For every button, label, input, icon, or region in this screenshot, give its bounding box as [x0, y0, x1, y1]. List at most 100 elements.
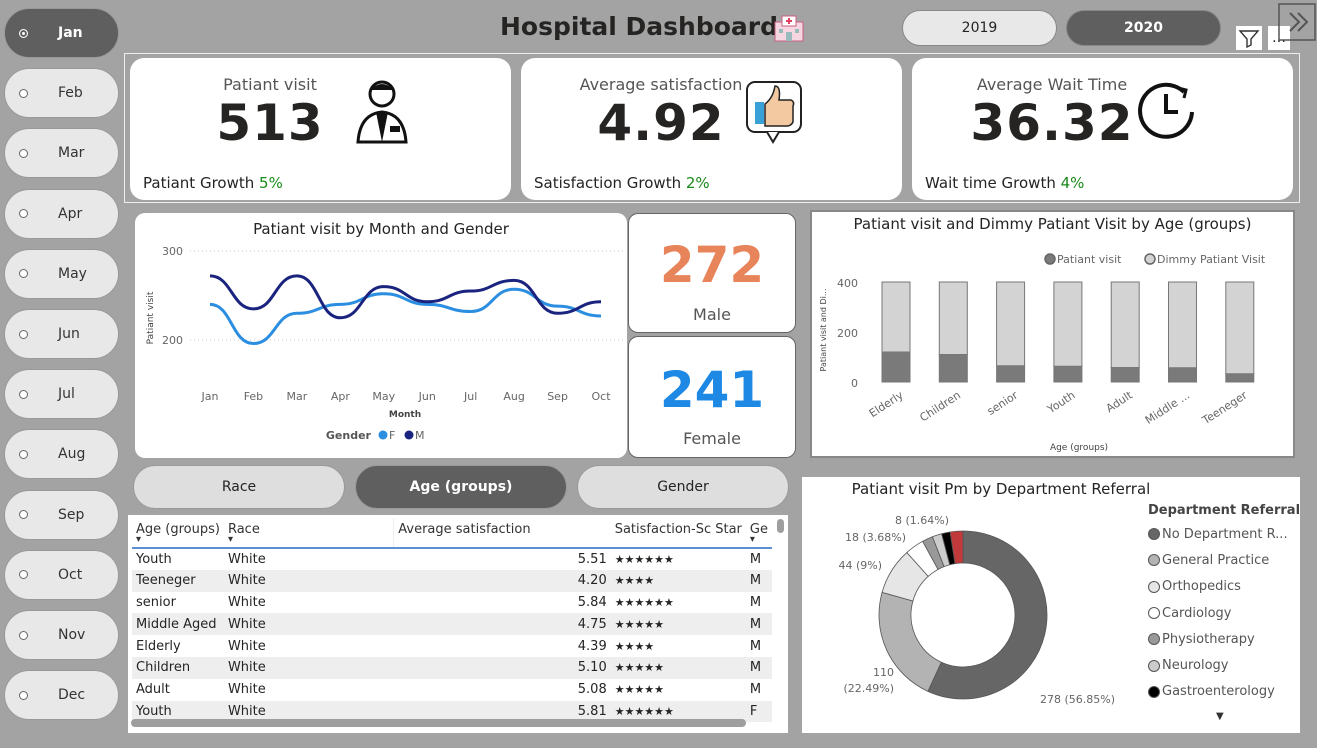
year-2020-button[interactable]: 2020 [1066, 10, 1221, 46]
legend-item[interactable]: General Practice [1148, 547, 1288, 573]
doctor-icon [356, 80, 408, 144]
month-label: Jan [58, 25, 83, 41]
legend-scroll-down-icon[interactable]: ▼ [1216, 711, 1224, 722]
column-header-label: Age (groups) [136, 522, 220, 537]
table-cell: senior [136, 594, 176, 610]
month-button-jul[interactable]: Jul [4, 369, 119, 420]
table-cell: 5.10 [393, 656, 611, 679]
month-button-sep[interactable]: Sep [4, 489, 119, 540]
radio-icon [19, 209, 28, 219]
kpi-growth: Wait time Growth 4% [925, 174, 1084, 192]
chart-title: Patiant visit Pm by Department Referral [851, 480, 1151, 498]
table-cell: M [749, 551, 762, 567]
column-header[interactable]: Average satisfaction [393, 518, 611, 549]
legend-marker [1148, 528, 1160, 541]
horizontal-scrollbar[interactable] [131, 719, 746, 727]
table-cell: Adult [136, 682, 170, 698]
segment-race[interactable]: Race [133, 465, 345, 509]
radio-icon [19, 88, 28, 98]
legend-item[interactable]: Gastroenterology [1148, 679, 1288, 705]
x-tick-label: Children [917, 389, 962, 425]
female-label: Female [683, 429, 741, 448]
table-row[interactable]: Middle Aged White 4.75 ★★★★★ M [132, 613, 772, 636]
column-header[interactable]: Age (groups) ▾ [132, 518, 224, 549]
table-row[interactable]: Children White 5.10 ★★★★★ M [132, 656, 772, 679]
table-cell: Children [132, 656, 224, 679]
bar-chart: 0 200 400 Elderly Children senior Youth Adult Mi… [819, 253, 1266, 453]
legend-label: Gastroenterology [1162, 684, 1275, 700]
legend-marker [1148, 580, 1160, 593]
filter-icon[interactable] [1236, 26, 1262, 50]
series-line-M [209, 274, 602, 320]
data-label: 278 (56.85%) [1040, 693, 1115, 706]
month-button-nov[interactable]: Nov [4, 610, 119, 660]
column-header[interactable]: Ge ▾ [745, 518, 772, 549]
table-cell: White [227, 682, 266, 698]
table-cell: 5.08 [577, 682, 607, 698]
legend-item[interactable]: No Department R... [1148, 521, 1288, 547]
legend-label: Orthopedics [1162, 579, 1241, 595]
month-button-feb[interactable]: Feb [4, 68, 119, 119]
legend-item[interactable]: Physiotherapy [1148, 626, 1288, 652]
table-cell: Middle Aged [132, 613, 224, 636]
table-row[interactable]: Youth White 5.51 ★★★★★★ M [132, 548, 772, 570]
legend-title: Gender [326, 429, 372, 442]
segment-gender[interactable]: Gender [577, 465, 789, 509]
y-axis-label: Patiant visit [146, 291, 156, 344]
kpi-growth: Satisfaction Growth 2% [534, 174, 710, 192]
table-cell: 5.84 [577, 594, 607, 610]
month-label: Sep [58, 506, 85, 523]
column-header[interactable]: Satisfaction-Sc Star [610, 518, 746, 549]
month-button-oct[interactable]: Oct [4, 549, 119, 600]
vertical-scrollbar[interactable] [777, 519, 784, 533]
radio-icon [19, 510, 28, 520]
kpi-label: Average satisfaction [579, 75, 743, 94]
table-cell: ★★★★★ [610, 613, 746, 636]
month-label: Oct [58, 566, 83, 583]
expand-icon[interactable] [1278, 3, 1316, 41]
table-row[interactable]: Youth White 5.81 ★★★★★★ F [132, 700, 772, 723]
month-button-aug[interactable]: Aug [4, 429, 119, 480]
donut-chart: 278 (56.85%) 110 (22.49%) 44 (9%) 18 (3.68%)… [838, 514, 1115, 706]
data-label: 18 (3.68%) [845, 531, 906, 544]
month-button-mar[interactable]: Mar [4, 128, 119, 179]
year-2019-button[interactable]: 2019 [902, 10, 1057, 46]
bar-dimmy-patiant-visit [1110, 281, 1140, 368]
x-tick-label: Youth [1044, 389, 1077, 417]
table-cell: ★★★★ [610, 569, 746, 592]
table-row[interactable]: Adult White 5.08 ★★★★★ M [132, 679, 772, 701]
data-label: 44 (9%) [838, 559, 882, 572]
x-tick-label: Feb [244, 390, 263, 403]
growth-label: Satisfaction Growth [534, 174, 682, 192]
legend-item[interactable]: Neurology [1148, 652, 1288, 678]
x-tick-label: May [372, 390, 395, 403]
legend-item[interactable]: Cardiology [1148, 600, 1288, 626]
table-cell: 4.75 [393, 613, 611, 636]
bar-patiant-visit [938, 354, 968, 383]
column-header[interactable]: Race ▾ [223, 518, 394, 549]
legend-marker [378, 430, 388, 440]
month-label: Feb [58, 85, 83, 102]
table-cell: 5.51 [577, 551, 607, 567]
segment-age-groups[interactable]: Age (groups) [355, 465, 567, 509]
x-tick-label: senior [985, 388, 1021, 418]
legend-item[interactable]: Orthopedics [1148, 574, 1288, 600]
table-cell: White [223, 700, 394, 723]
x-tick-label: Apr [331, 390, 351, 403]
month-button-dec[interactable]: Dec [4, 670, 119, 721]
x-tick-label: Oct [591, 390, 611, 403]
table-row[interactable]: senior White 5.84 ★★★★★★ M [132, 592, 772, 614]
x-tick-label: Jul [463, 390, 477, 403]
legend-label: Neurology [1162, 658, 1229, 674]
bar-dimmy-patiant-visit [881, 281, 911, 353]
data-table: Age (groups) ▾ Race ▾ Average satisfaction Sa… [132, 518, 772, 723]
month-button-may[interactable]: May [4, 248, 119, 299]
table-row[interactable]: Teeneger White 4.20 ★★★★ M [132, 569, 772, 592]
month-button-jan[interactable]: Jan [4, 8, 119, 58]
kpi-row [124, 53, 1300, 203]
month-button-apr[interactable]: Apr [4, 188, 119, 239]
table-row[interactable]: Elderly White 4.39 ★★★★ M [132, 635, 772, 657]
page-title: Hospital Dashboard [500, 12, 779, 41]
month-button-jun[interactable]: Jun [4, 309, 119, 359]
bar-patiant-visit [996, 365, 1026, 383]
